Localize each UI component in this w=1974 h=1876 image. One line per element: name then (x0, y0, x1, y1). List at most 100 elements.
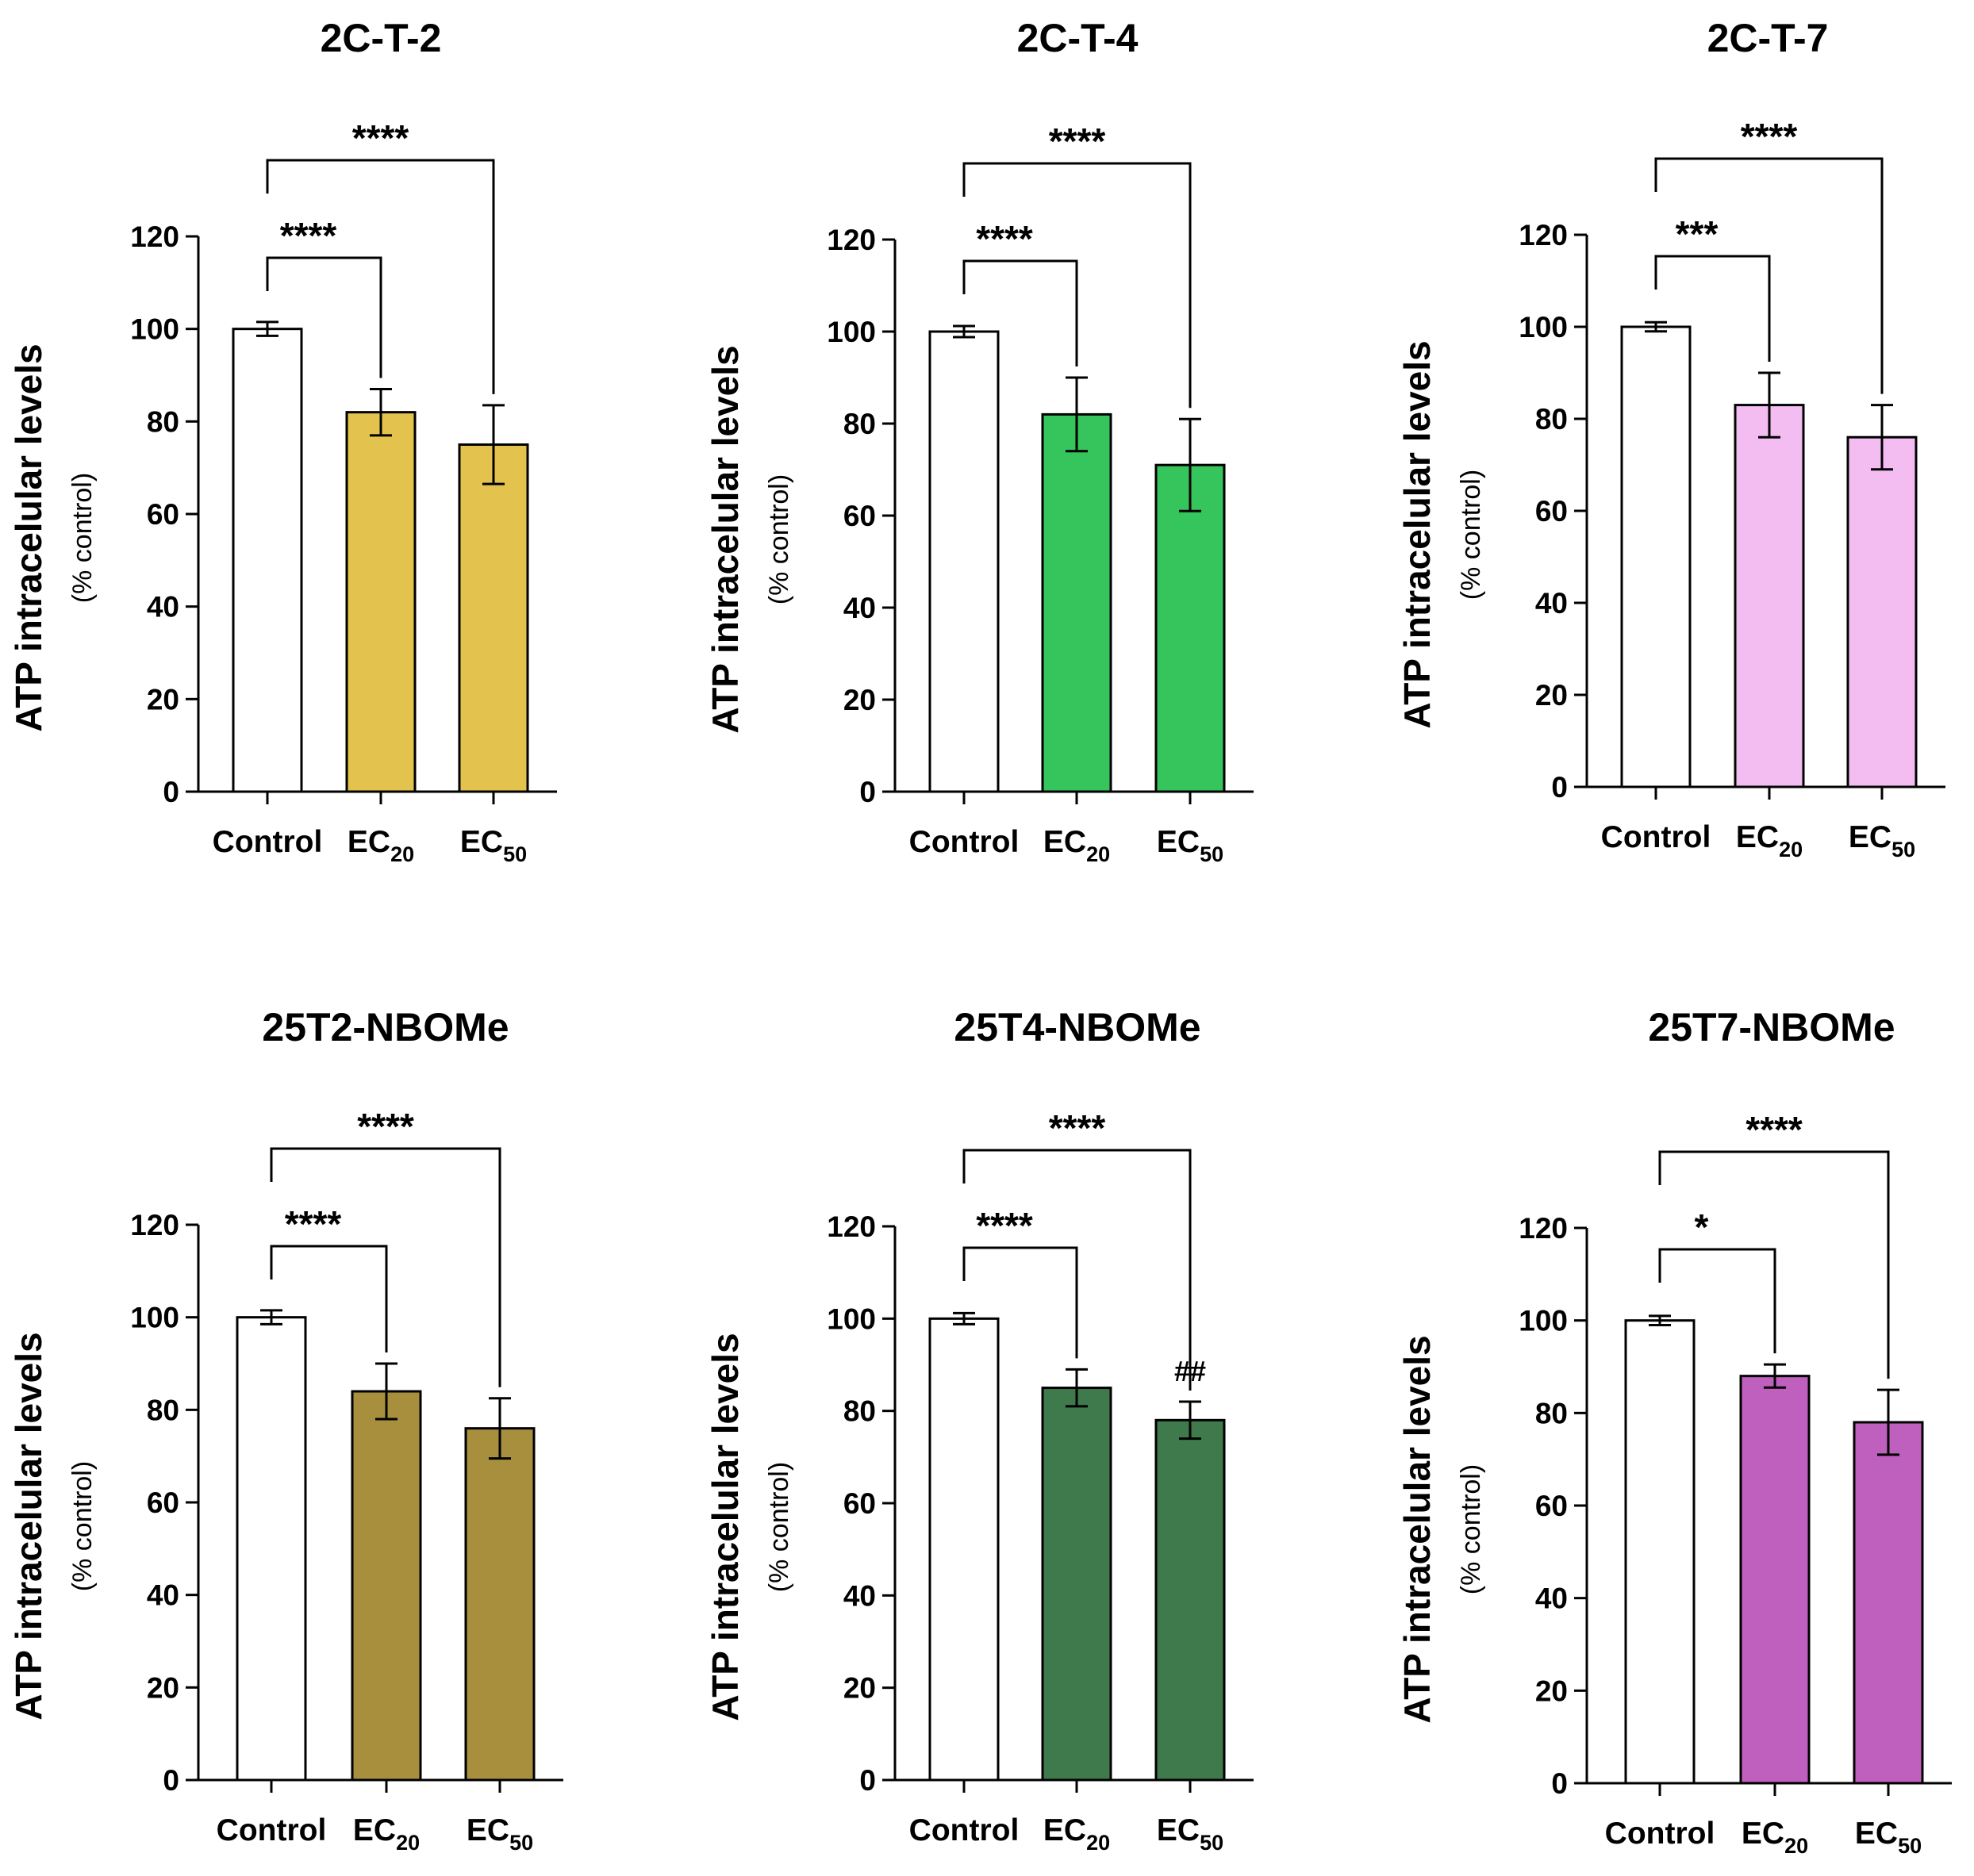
y-axis-title: ATP intracelular levels (8, 1332, 49, 1720)
chart-title: 2C-T-7 (1707, 16, 1829, 60)
bar (1620, 325, 1692, 788)
y-tick-label: 40 (1535, 587, 1568, 620)
annotation-label: ## (1174, 1355, 1206, 1387)
y-tick-label: 120 (1519, 219, 1568, 251)
bar (458, 443, 529, 793)
significance-label: *** (1676, 213, 1719, 255)
y-axis-title: ATP intracelular levels (705, 1333, 746, 1721)
y-tick-label: 20 (1535, 679, 1568, 712)
significance-label: **** (357, 1106, 414, 1147)
y-axis-subtitle: (% control) (764, 1462, 794, 1592)
y-tick-label: 0 (163, 776, 179, 808)
x-tick-label: EC20 (1043, 1813, 1110, 1855)
chart-panel-1: 2C-T-2 ATP intracelular levels (% control)… (8, 16, 557, 866)
bar (1739, 1375, 1811, 1785)
y-axis-subtitle: (% control) (67, 473, 98, 603)
significance-label: **** (1049, 121, 1106, 162)
x-tick-label: EC20 (1043, 825, 1110, 866)
bar (236, 1316, 307, 1782)
significance-bracket (1658, 1150, 1890, 1379)
significance-bracket (270, 1245, 388, 1352)
y-axis-subtitle: (% control) (1456, 1464, 1486, 1594)
y-tick-label: 100 (130, 313, 179, 346)
y-tick-label: 60 (843, 1487, 876, 1520)
chart-panel-4: 25T2-NBOMe ATP intracelular levels (% cont… (8, 1005, 563, 1855)
bar (1734, 404, 1805, 788)
x-tick-label: EC50 (1855, 1817, 1922, 1858)
y-tick-label: 60 (1535, 1490, 1568, 1522)
x-tick-label: Control (909, 825, 1020, 859)
bar (345, 411, 417, 793)
y-tick-label: 80 (843, 408, 876, 440)
y-tick-label: 100 (130, 1302, 179, 1334)
bar (1041, 1387, 1112, 1782)
x-tick-label: EC50 (1849, 820, 1915, 861)
significance-bracket (270, 1147, 501, 1387)
y-tick-label: 120 (827, 1210, 876, 1243)
significance-label: **** (976, 218, 1033, 259)
bar (1041, 412, 1112, 793)
y-tick-label: 40 (843, 592, 876, 624)
x-tick-label: Control (213, 825, 323, 859)
chart-panel-2: 2C-T-4 ATP intracelular levels (% control)… (705, 16, 1254, 866)
y-tick-label: 100 (827, 1302, 876, 1335)
y-tick-label: 20 (843, 1672, 876, 1705)
y-tick-label: 40 (1535, 1583, 1568, 1615)
y-tick-label: 60 (1535, 495, 1568, 528)
y-tick-label: 120 (1519, 1212, 1568, 1245)
y-axis-title: ATP intracelular levels (1396, 340, 1438, 728)
y-tick-label: 0 (163, 1764, 179, 1797)
y-axis-title: ATP intracelular levels (8, 343, 49, 731)
bar (1154, 1418, 1226, 1782)
significance-label: * (1695, 1207, 1709, 1248)
x-tick-label: EC50 (467, 1813, 533, 1855)
y-axis-subtitle: (% control) (67, 1461, 98, 1591)
x-tick-label: EC20 (1736, 820, 1803, 861)
y-tick-label: 60 (147, 498, 179, 531)
y-tick-label: 60 (843, 500, 876, 532)
y-tick-label: 80 (147, 405, 179, 438)
significance-bracket (962, 259, 1078, 366)
y-tick-label: 80 (147, 1394, 179, 1426)
bar (928, 1317, 1000, 1782)
y-tick-label: 0 (859, 1764, 876, 1797)
x-tick-label: EC50 (1157, 825, 1223, 866)
significance-label: **** (352, 117, 409, 159)
significance-bracket (266, 159, 495, 394)
y-tick-label: 40 (147, 591, 179, 623)
y-tick-label: 0 (1551, 1767, 1568, 1800)
y-tick-label: 20 (147, 683, 179, 715)
bar (1846, 435, 1918, 788)
significance-label: **** (1745, 1109, 1803, 1150)
y-tick-label: 0 (859, 776, 876, 808)
x-tick-label: Control (909, 1813, 1020, 1847)
y-axis-subtitle: (% control) (764, 474, 794, 604)
x-tick-label: Control (217, 1813, 327, 1847)
bar (1853, 1421, 1924, 1785)
bar (928, 330, 1000, 793)
y-axis-title: ATP intracelular levels (705, 345, 746, 733)
x-tick-label: EC20 (1742, 1817, 1808, 1858)
y-tick-label: 40 (147, 1579, 179, 1612)
y-tick-label: 40 (843, 1579, 876, 1612)
chart-title: 2C-T-2 (321, 16, 442, 60)
significance-bracket (1658, 1248, 1776, 1354)
y-tick-label: 20 (1535, 1675, 1568, 1707)
bar (232, 328, 303, 793)
y-tick-label: 120 (827, 224, 876, 256)
chart-panel-6: 25T7-NBOMe ATP intracelular levels (% cont… (1396, 1005, 1952, 1858)
bar (351, 1390, 422, 1782)
y-tick-label: 80 (1535, 1397, 1568, 1429)
significance-bracket (962, 162, 1192, 409)
y-tick-label: 20 (147, 1671, 179, 1704)
bar (464, 1427, 536, 1782)
y-tick-label: 80 (1535, 403, 1568, 435)
y-tick-label: 120 (130, 221, 179, 253)
bar (1154, 463, 1226, 793)
significance-bracket (1654, 157, 1884, 394)
significance-bracket (1654, 255, 1771, 362)
significance-label: **** (1049, 1107, 1106, 1149)
y-axis-title: ATP intracelular levels (1396, 1335, 1438, 1723)
significance-bracket (962, 1246, 1078, 1359)
